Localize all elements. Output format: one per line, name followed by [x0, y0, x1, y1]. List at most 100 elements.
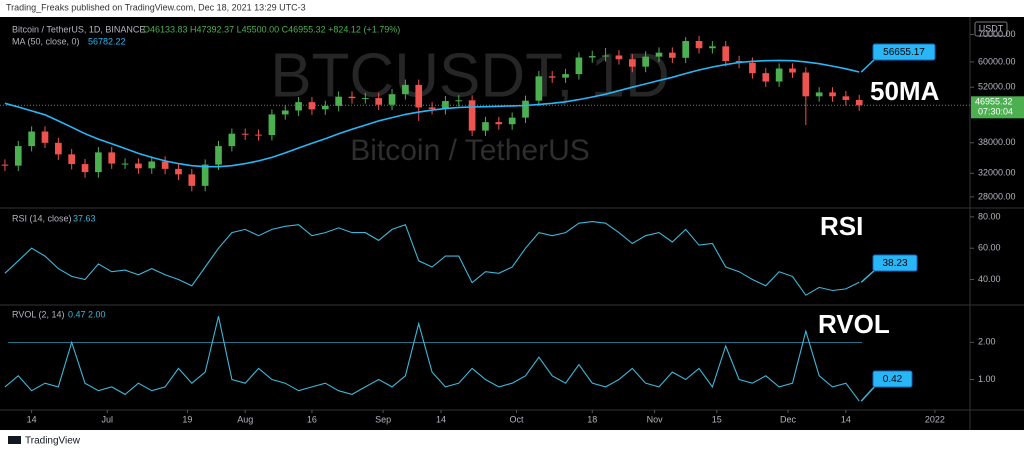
candle-body	[402, 84, 409, 95]
candle-body	[548, 76, 556, 78]
x-tick-label: 16	[307, 414, 317, 424]
chart-bg	[0, 17, 1024, 430]
callout-box	[872, 43, 936, 61]
candle-body	[535, 76, 543, 101]
candle-body	[95, 152, 102, 173]
callout-line	[860, 384, 877, 402]
candle-body	[682, 41, 690, 58]
x-tick-label: 14	[841, 414, 851, 424]
callout-line	[860, 268, 877, 283]
candle-body	[495, 122, 503, 125]
candle-body	[54, 142, 62, 155]
rsi-legend: RSI (14, close)	[12, 213, 72, 223]
series-line	[4, 221, 860, 296]
x-tick-label: Jul	[102, 414, 114, 424]
candle-body	[468, 100, 476, 131]
callout-box	[872, 370, 913, 388]
x-tick-label: 18	[587, 414, 597, 424]
candle-body	[81, 164, 89, 173]
x-tick-label: 14	[27, 414, 37, 424]
callout-value: 0.42	[883, 374, 903, 385]
callout-value: 38.23	[882, 258, 907, 269]
candle-body	[268, 114, 276, 136]
currency: USDT	[979, 23, 1004, 33]
y-tick-label: 2.00	[978, 337, 996, 347]
series-line	[4, 59, 860, 168]
candle-body	[642, 56, 649, 67]
candle-body	[335, 96, 342, 106]
candle-body	[41, 131, 49, 143]
candle-body	[428, 107, 436, 109]
candle-body	[655, 52, 663, 57]
rsi-legend-value: 37.63	[73, 213, 96, 223]
candle-body	[375, 98, 383, 105]
x-tick-label: 14	[436, 414, 446, 424]
candle-body	[348, 96, 356, 99]
candle-body	[241, 133, 249, 135]
candle-body	[161, 161, 169, 169]
candle-body	[442, 101, 449, 109]
candle-body	[108, 152, 116, 164]
rvol-legend: RVOL (2, 14)	[12, 309, 65, 319]
y-tick-label: 52000.00	[978, 82, 1016, 92]
candle-body	[175, 168, 182, 175]
callout-box	[872, 254, 918, 272]
candle-body	[749, 62, 756, 74]
y-tick-label: 38000.00	[978, 137, 1016, 147]
candle-body	[562, 74, 569, 78]
candle-body	[361, 98, 369, 100]
candle-body	[455, 100, 463, 102]
candle-body	[201, 164, 209, 186]
x-tick-label: Oct	[510, 414, 525, 424]
candle-body	[482, 122, 489, 131]
x-tick-label: Sep	[375, 414, 391, 424]
watermark: BTCUSDT, 1D	[270, 41, 670, 110]
candle-body	[615, 55, 623, 60]
candle-body	[308, 102, 316, 110]
annotation: RSI	[820, 211, 863, 241]
x-tick-label: Aug	[237, 414, 253, 424]
candle-body	[68, 154, 76, 165]
y-tick-label: 80.00	[978, 211, 1001, 221]
candle-body	[508, 117, 516, 125]
candle-body	[415, 84, 423, 108]
y-tick-label: 60.00	[978, 243, 1001, 253]
callout-value: 56655.17	[883, 47, 925, 58]
candle-body	[575, 57, 583, 75]
x-tick-label: 2022	[925, 414, 945, 424]
candle-body	[775, 68, 783, 82]
candle-body	[188, 174, 196, 186]
annotation: 50MA	[870, 76, 940, 106]
series-line	[4, 316, 860, 402]
currency-box	[974, 21, 1008, 37]
x-tick-label: 19	[182, 414, 192, 424]
candle-body	[148, 161, 156, 169]
countdown: 07:30:04	[978, 107, 1013, 117]
candle-body	[388, 94, 396, 105]
candle-body	[135, 163, 142, 169]
header: Trading_Freaks published on TradingView.…	[6, 2, 306, 12]
candle-body	[695, 41, 703, 49]
candle-body	[669, 52, 676, 58]
price-tag-value: 46955.32	[975, 97, 1013, 107]
candle-body	[1, 164, 9, 166]
candle-body	[522, 100, 529, 118]
y-tick-label: 32000.00	[978, 168, 1016, 178]
candle-body	[255, 134, 262, 136]
watermark-subtitle: Bitcoin / TetherUS	[350, 134, 590, 167]
symbol-title: Bitcoin / TetherUS, 1D, BINANCE	[12, 24, 145, 34]
candle-body	[762, 73, 770, 82]
candle-body	[815, 92, 823, 97]
candle-body	[709, 46, 716, 49]
candle-body	[14, 146, 22, 166]
candle-body	[28, 131, 35, 147]
candle-body	[602, 55, 609, 57]
candle-body	[321, 105, 329, 110]
x-tick-label: 15	[712, 414, 722, 424]
y-tick-label: 70000.00	[978, 29, 1016, 39]
candle-body	[722, 46, 730, 61]
candle-body	[842, 96, 850, 100]
footer: TradingView	[25, 436, 81, 447]
ma-legend-value: 56782.22	[88, 36, 126, 46]
annotation: RVOL	[818, 309, 890, 339]
